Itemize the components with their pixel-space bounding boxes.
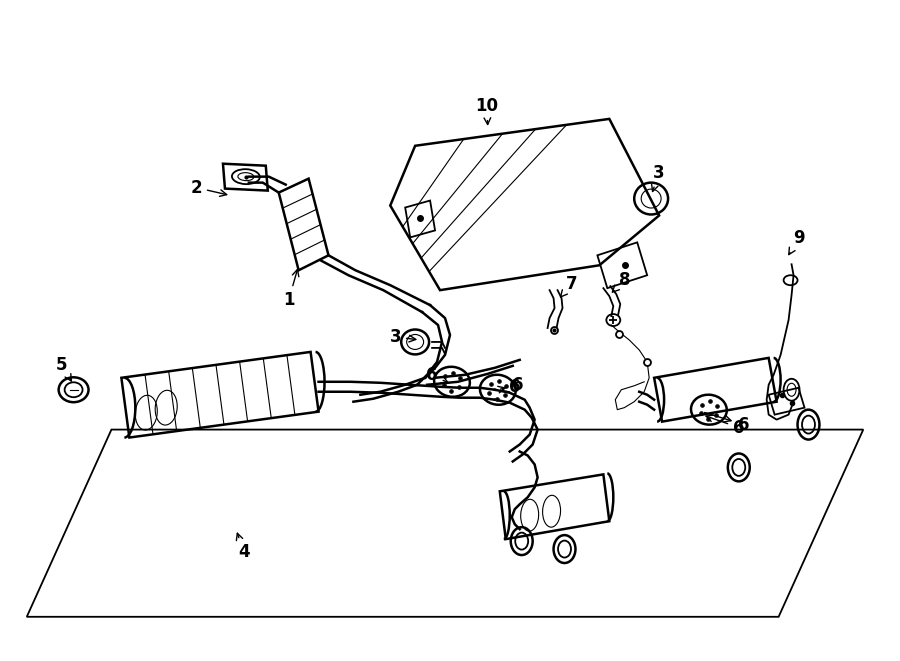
Text: 3: 3 bbox=[390, 328, 416, 346]
Text: 1: 1 bbox=[283, 270, 299, 309]
Text: 6: 6 bbox=[427, 366, 448, 384]
Text: 8: 8 bbox=[612, 271, 630, 292]
Text: 4: 4 bbox=[237, 533, 249, 561]
Text: 9: 9 bbox=[788, 229, 805, 254]
Text: 6: 6 bbox=[498, 375, 524, 394]
Text: 6: 6 bbox=[502, 378, 520, 396]
Text: 7: 7 bbox=[561, 275, 577, 297]
Text: 2: 2 bbox=[190, 178, 227, 196]
Text: 6: 6 bbox=[706, 415, 744, 436]
Text: 3: 3 bbox=[652, 164, 665, 192]
Text: 5: 5 bbox=[56, 356, 71, 381]
Text: 6: 6 bbox=[705, 412, 750, 434]
Text: 10: 10 bbox=[475, 97, 499, 124]
